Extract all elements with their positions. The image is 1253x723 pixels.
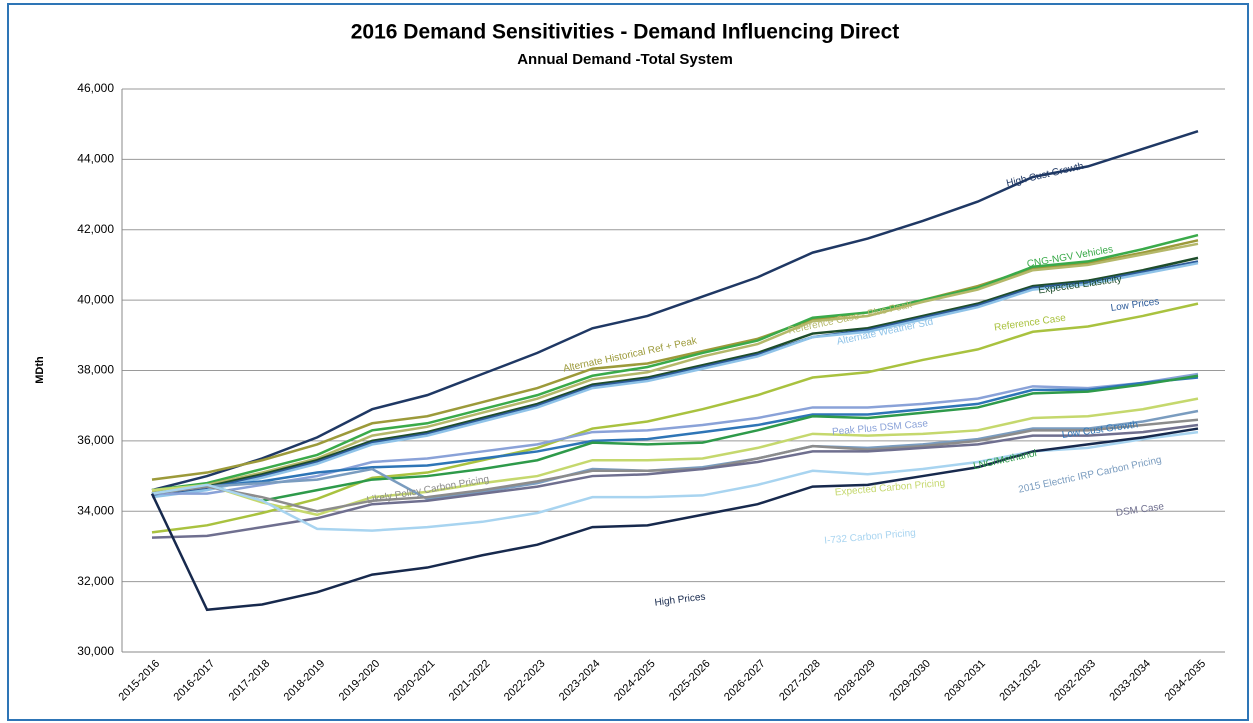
series-line <box>151 397 1199 517</box>
series-line <box>151 233 1199 492</box>
series-line <box>151 256 1199 495</box>
series-line <box>151 261 1199 499</box>
series-line <box>151 242 1199 494</box>
series-line <box>151 418 1199 513</box>
y-tick-label: 36,000 <box>77 433 114 447</box>
series-line <box>152 372 1199 495</box>
y-axis-label: MDth <box>34 356 46 384</box>
y-tick-label: 34,000 <box>77 503 114 517</box>
chart-title: 2016 Demand Sensitivities - Demand Influ… <box>351 21 900 44</box>
series-line <box>151 376 1199 495</box>
series-line <box>151 302 1199 534</box>
series-line <box>151 423 1199 539</box>
y-tick-label: 40,000 <box>77 292 114 306</box>
series-line <box>151 130 1199 492</box>
y-tick-label: 38,000 <box>77 363 114 377</box>
y-tick-label: 30,000 <box>77 644 114 658</box>
series-line <box>150 427 1199 612</box>
series-line <box>151 260 1199 497</box>
chart-frame <box>7 3 1249 721</box>
chart-subtitle: Annual Demand -Total System <box>517 51 733 68</box>
y-tick-label: 42,000 <box>77 222 114 236</box>
y-tick-label: 32,000 <box>77 574 114 588</box>
y-tick-label: 46,000 <box>77 81 114 95</box>
y-tick-label: 44,000 <box>77 152 114 166</box>
series-line <box>151 374 1199 502</box>
